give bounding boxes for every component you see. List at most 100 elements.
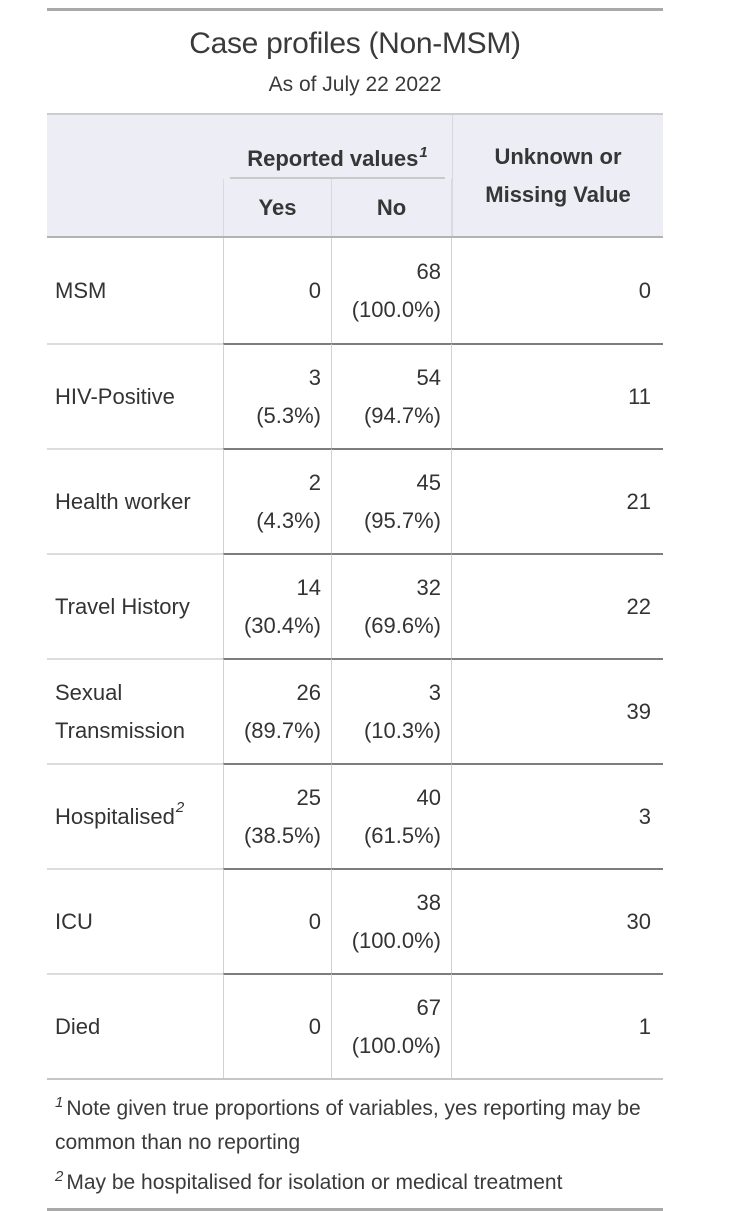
column-header-yes: Yes <box>223 179 332 236</box>
yes-count: 25 <box>296 784 321 810</box>
heading-divider <box>47 113 663 115</box>
cell-unknown: 30 <box>452 868 663 973</box>
cell-no: 32 (69.6%) <box>332 553 452 658</box>
spanner-footnote-mark: 1 <box>419 144 428 161</box>
row-label-text: Travel History <box>55 593 190 619</box>
cell-unknown: 11 <box>452 343 663 448</box>
yes-count: 26 <box>296 679 321 705</box>
table-row: Health worker 2 (4.3%) 45 (95.7%) 21 <box>47 448 663 553</box>
reported-values-spanner: Reported values1 <box>223 115 452 179</box>
cell-no: 3 (10.3%) <box>332 658 452 763</box>
footnote-text: Note given true proportions of variables… <box>55 1097 641 1154</box>
no-percent: (61.5%) <box>363 822 441 848</box>
no-percent: (10.3%) <box>363 717 441 743</box>
cell-yes: 25 (38.5%) <box>223 763 332 868</box>
no-percent: (95.7%) <box>363 507 441 533</box>
no-percent: (100.0%) <box>351 927 441 953</box>
table-row: MSM 0 68 (100.0%) 0 <box>47 238 663 343</box>
page-subtitle: As of July 22 2022 <box>268 73 442 96</box>
column-header-unknown: Unknown or Missing Value <box>452 115 663 236</box>
table-row: Sexual Transmission 26 (89.7%) 3 (10.3%)… <box>47 658 663 763</box>
row-label: Hospitalised 2 <box>47 763 223 868</box>
yes-count: 3 <box>308 364 321 390</box>
cell-no: 68 (100.0%) <box>332 238 452 343</box>
no-count: 67 <box>416 994 441 1020</box>
case-profiles-table: Case profiles (Non-MSM) As of July 22 20… <box>47 0 663 1211</box>
row-label: Sexual Transmission <box>47 658 223 763</box>
cell-no: 45 (95.7%) <box>332 448 452 553</box>
cell-unknown: 39 <box>452 658 663 763</box>
cell-yes: 26 (89.7%) <box>223 658 332 763</box>
no-count: 68 <box>416 258 441 284</box>
footnote-text: May be hospitalised for isolation or med… <box>66 1171 563 1194</box>
row-label-text: Died <box>55 1013 101 1039</box>
yes-percent: (38.5%) <box>243 822 321 848</box>
spanner-label: Reported values1 <box>230 144 445 179</box>
row-label: Died <box>47 973 223 1078</box>
column-header-unknown-text: Unknown or Missing Value <box>485 143 631 207</box>
table-body: MSM 0 68 (100.0%) 0 HIV-Positive 3 (5.3%… <box>47 238 663 1080</box>
cell-yes: 0 <box>223 868 332 973</box>
cell-unknown: 22 <box>452 553 663 658</box>
spanner-label-text: Reported values <box>247 146 419 171</box>
cell-unknown: 21 <box>452 448 663 553</box>
page-title: Case profiles (Non-MSM) <box>189 27 521 60</box>
cell-no: 67 (100.0%) <box>332 973 452 1078</box>
cell-yes: 2 (4.3%) <box>223 448 332 553</box>
no-count: 40 <box>416 784 441 810</box>
stub-header-cell <box>47 115 223 236</box>
row-label: HIV-Positive <box>47 343 223 448</box>
no-count: 54 <box>416 364 441 390</box>
yes-percent: (4.3%) <box>256 507 321 533</box>
cell-yes: 0 <box>223 238 332 343</box>
yes-count: 0 <box>308 908 321 934</box>
table-top-rule <box>47 8 663 11</box>
no-count: 32 <box>416 574 441 600</box>
yes-count: 2 <box>308 469 321 495</box>
no-percent: (100.0%) <box>351 296 441 322</box>
row-label: Travel History <box>47 553 223 658</box>
row-label-text: HIV-Positive <box>55 383 175 409</box>
yes-percent: (5.3%) <box>256 402 321 428</box>
row-label-text: Hospitalised <box>55 803 175 829</box>
row-label-text: Sexual Transmission <box>55 679 185 743</box>
row-label: ICU <box>47 868 223 973</box>
cell-unknown: 1 <box>452 973 663 1078</box>
cell-no: 54 (94.7%) <box>332 343 452 448</box>
cell-no: 40 (61.5%) <box>332 763 452 868</box>
cell-no: 38 (100.0%) <box>332 868 452 973</box>
row-label: Health worker <box>47 448 223 553</box>
yes-count: 0 <box>308 277 321 303</box>
column-header-no: No <box>332 179 452 236</box>
cell-unknown: 0 <box>638 277 651 303</box>
no-percent: (100.0%) <box>351 1032 441 1058</box>
no-count: 38 <box>416 889 441 915</box>
cell-yes: 14 (30.4%) <box>223 553 332 658</box>
table-row: ICU 0 38 (100.0%) 30 <box>47 868 663 973</box>
row-label-text: ICU <box>55 908 93 934</box>
row-label: MSM <box>47 238 223 343</box>
no-count: 45 <box>416 469 441 495</box>
row-label-footnote-mark: 2 <box>175 798 185 816</box>
footnote-mark: 1 <box>55 1094 64 1111</box>
no-count: 3 <box>428 679 441 705</box>
yes-count: 14 <box>296 574 321 600</box>
cell-yes: 0 <box>223 973 332 1078</box>
no-percent: (69.6%) <box>363 612 441 638</box>
yes-percent: (30.4%) <box>243 612 321 638</box>
cell-yes: 3 (5.3%) <box>223 343 332 448</box>
footnote-mark: 2 <box>55 1168 64 1185</box>
table-row: Hospitalised 2 25 (38.5%) 40 (61.5%) 3 <box>47 763 663 868</box>
table-row: Travel History 14 (30.4%) 32 (69.6%) 22 <box>47 553 663 658</box>
row-label-text: Health worker <box>55 488 191 514</box>
footnotes: 1 Note given true proportions of variable… <box>47 1080 663 1200</box>
no-percent: (94.7%) <box>363 402 441 428</box>
cell-unknown: 3 <box>452 763 663 868</box>
yes-percent: (89.7%) <box>243 717 321 743</box>
table-row: HIV-Positive 3 (5.3%) 54 (94.7%) 11 <box>47 343 663 448</box>
row-label-text: MSM <box>55 277 107 303</box>
footnote: 1 Note given true proportions of variable… <box>55 1086 655 1160</box>
table-header: Reported values1 Yes No Unknown or Missi… <box>47 115 663 238</box>
table-row: Died 0 67 (100.0%) 1 <box>47 973 663 1078</box>
yes-count: 0 <box>308 1013 321 1039</box>
